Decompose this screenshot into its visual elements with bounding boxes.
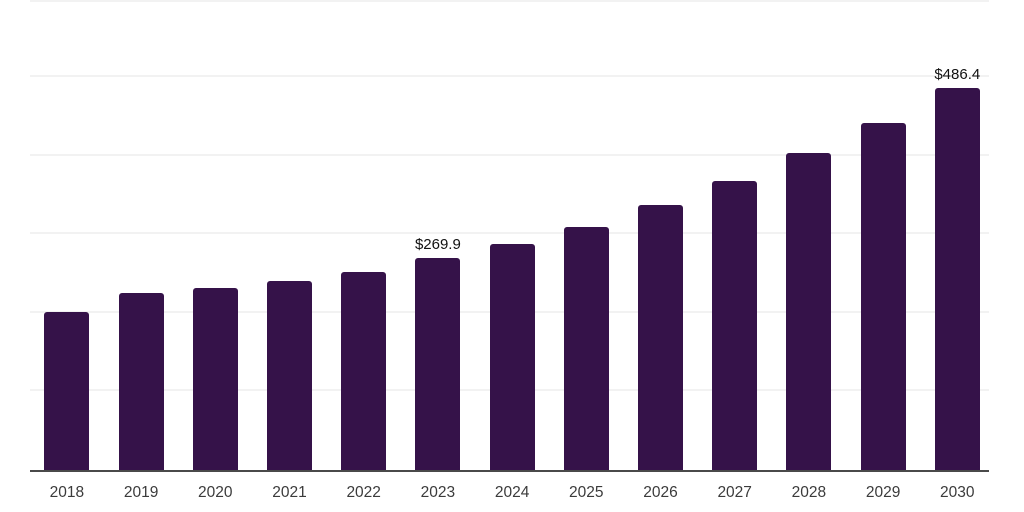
x-tick-2019: 2019 [123,484,159,501]
x-tick-2021: 2021 [272,484,307,501]
bar-2018 [44,312,90,470]
bar-2019 [118,293,164,470]
x-tick-2018: 2018 [49,484,85,501]
x-tick-2025: 2025 [569,484,604,501]
value-label-2030: $486.4 [934,66,981,83]
x-tick-2029: 2029 [865,484,901,501]
bar-2029 [860,123,906,470]
bar-2030 [934,88,980,470]
gridline-500 [30,75,989,77]
gridline-600 [30,0,989,2]
x-tick-2020: 2020 [198,484,233,501]
x-tick-2028: 2028 [791,484,827,501]
gridline-400 [30,154,989,156]
x-tick-2026: 2026 [643,484,678,501]
x-tick-2022: 2022 [346,484,381,501]
plot-area: $269.9 $486.4 [30,0,989,472]
bar-2020 [192,288,238,470]
bar-2022 [341,272,387,470]
value-label-2023: $269.9 [414,236,461,253]
bar-2027 [712,181,758,470]
x-tick-2027: 2027 [717,484,752,501]
bar-2025 [563,227,609,470]
bar-2021 [267,281,312,470]
x-tick-2023: 2023 [420,484,456,501]
gridline-300 [30,232,989,234]
bar-2023 [415,258,461,470]
x-tick-2024: 2024 [494,484,530,501]
x-tick-2030: 2030 [940,484,975,501]
bar-2024 [489,244,535,470]
bar-2028 [786,153,832,470]
bar-2026 [638,205,683,470]
